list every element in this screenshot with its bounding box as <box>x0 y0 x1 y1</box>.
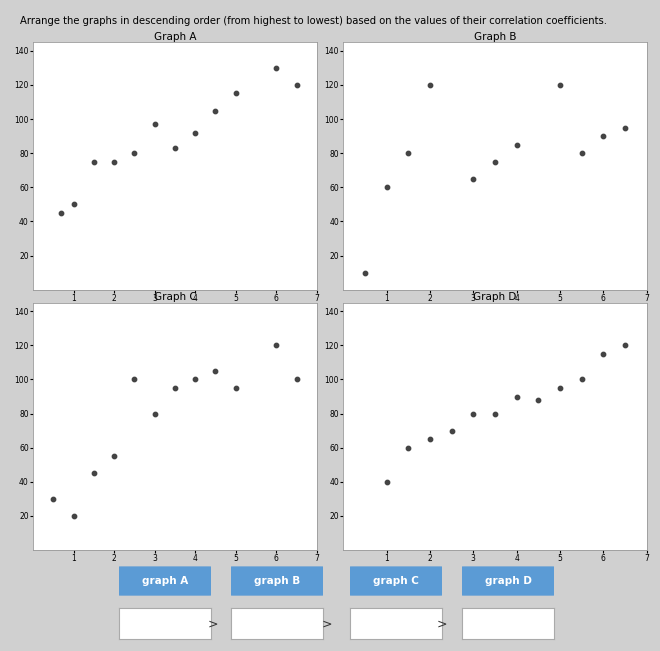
Point <box>230 89 241 99</box>
Point <box>48 493 59 504</box>
Point <box>403 443 414 453</box>
Point <box>620 340 630 351</box>
Point <box>88 468 99 478</box>
Point <box>291 80 302 90</box>
Title: Graph D: Graph D <box>473 292 517 302</box>
Point <box>109 451 119 462</box>
Point <box>230 383 241 393</box>
Point <box>68 511 79 521</box>
Point <box>576 374 587 385</box>
Point <box>68 199 79 210</box>
Point <box>533 395 544 405</box>
Point <box>381 182 392 193</box>
Point <box>109 156 119 167</box>
FancyBboxPatch shape <box>459 566 557 596</box>
Text: graph A: graph A <box>142 576 188 586</box>
Point <box>576 148 587 158</box>
Point <box>512 391 522 402</box>
Point <box>149 119 160 130</box>
Point <box>468 408 478 419</box>
Point <box>555 80 566 90</box>
Point <box>291 374 302 385</box>
Point <box>88 156 99 167</box>
Title: Graph B: Graph B <box>474 31 516 42</box>
Point <box>598 131 609 141</box>
Text: graph C: graph C <box>373 576 419 586</box>
Text: graph B: graph B <box>254 576 300 586</box>
Point <box>512 139 522 150</box>
Point <box>210 105 220 116</box>
Point <box>403 148 414 158</box>
Title: Graph C: Graph C <box>154 292 196 302</box>
Point <box>360 268 370 278</box>
Point <box>129 148 140 158</box>
Point <box>424 434 435 445</box>
Point <box>381 477 392 487</box>
Point <box>170 143 180 153</box>
Title: Graph A: Graph A <box>154 31 196 42</box>
Text: graph D: graph D <box>484 576 532 586</box>
Point <box>210 366 220 376</box>
Point <box>129 374 140 385</box>
Point <box>170 383 180 393</box>
Text: Arrange the graphs in descending order (from highest to lowest) based on the val: Arrange the graphs in descending order (… <box>20 16 607 26</box>
Text: >: > <box>208 617 218 630</box>
Point <box>446 426 457 436</box>
Point <box>56 208 67 218</box>
FancyBboxPatch shape <box>116 566 214 596</box>
Point <box>620 122 630 133</box>
Point <box>555 383 566 393</box>
Point <box>490 156 500 167</box>
Text: >: > <box>322 617 333 630</box>
Point <box>598 349 609 359</box>
Point <box>424 80 435 90</box>
Point <box>490 408 500 419</box>
Point <box>271 62 282 73</box>
Text: >: > <box>436 617 447 630</box>
Point <box>190 374 201 385</box>
Point <box>149 408 160 419</box>
Point <box>468 174 478 184</box>
FancyBboxPatch shape <box>228 566 326 596</box>
Point <box>190 128 201 138</box>
FancyBboxPatch shape <box>347 566 445 596</box>
Point <box>271 340 282 351</box>
